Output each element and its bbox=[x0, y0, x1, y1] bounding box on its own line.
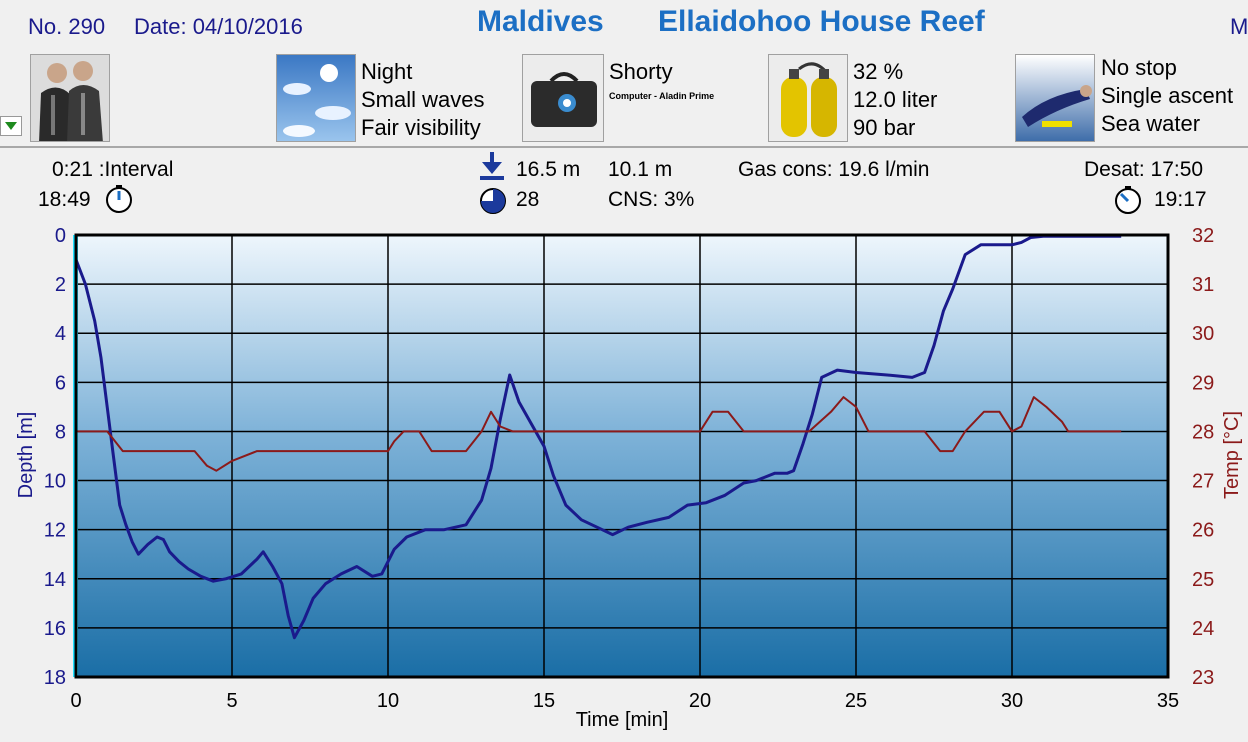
plot-area bbox=[76, 235, 1168, 677]
dive-type-ascent: Single ascent bbox=[1101, 83, 1234, 108]
cns-value: CNS: 3% bbox=[608, 188, 695, 211]
suit-type: Shorty bbox=[609, 59, 673, 84]
x-tick-label: 10 bbox=[377, 690, 399, 712]
y2-tick-label: 24 bbox=[1192, 618, 1214, 640]
desaturation-time: Desat: 17:50 bbox=[1084, 158, 1204, 181]
tank-oxygen: 32 % bbox=[853, 59, 904, 84]
depth-line bbox=[74, 234, 1122, 640]
max-depth: 16.5 m bbox=[516, 158, 581, 181]
time-axis-ticks: 0 5 10 15 20 25 30 35 bbox=[70, 690, 1179, 712]
data-series bbox=[74, 234, 1122, 640]
y-tick-label: 8 bbox=[55, 421, 66, 443]
dive-country: Maldives bbox=[477, 5, 604, 38]
dive-type-water: Sea water bbox=[1101, 111, 1201, 136]
header-overflow-text: M bbox=[1230, 14, 1248, 39]
clock-icon bbox=[106, 185, 132, 213]
dive-type-stop: No stop bbox=[1101, 55, 1177, 80]
y2-tick-label: 32 bbox=[1192, 225, 1214, 247]
plot-border bbox=[74, 233, 1170, 679]
x-tick-label: 0 bbox=[70, 690, 81, 712]
y2-tick-label: 27 bbox=[1192, 471, 1214, 493]
x-tick-label: 25 bbox=[845, 690, 867, 712]
condition-visibility: Fair visibility bbox=[361, 115, 481, 140]
dive-site: Ellaidohoo House Reef bbox=[658, 5, 985, 38]
y-tick-label: 0 bbox=[55, 225, 66, 247]
dive-number: No. 290 bbox=[28, 14, 106, 39]
temperature-line bbox=[76, 396, 1122, 472]
y2-tick-label: 31 bbox=[1192, 274, 1214, 296]
start-time: 18:49 bbox=[38, 188, 91, 211]
x-tick-label: 35 bbox=[1157, 690, 1179, 712]
y-tick-label: 6 bbox=[55, 372, 66, 394]
y-tick-label: 18 bbox=[44, 667, 66, 689]
separator-line bbox=[0, 146, 1248, 148]
x-tick-label: 20 bbox=[689, 690, 711, 712]
y2-axis-label: Temp [°C] bbox=[1221, 411, 1243, 499]
x-tick-label: 30 bbox=[1001, 690, 1023, 712]
y-tick-label: 2 bbox=[55, 274, 66, 296]
y-tick-label: 10 bbox=[44, 471, 66, 493]
dive-duration: 28 bbox=[516, 188, 540, 211]
divers-avatar-icon[interactable] bbox=[30, 54, 110, 142]
y-tick-label: 16 bbox=[44, 618, 66, 640]
avg-depth: 10.1 m bbox=[608, 158, 673, 181]
y-tick-label: 14 bbox=[44, 569, 66, 591]
max-depth-icon bbox=[480, 152, 504, 180]
duration-icon bbox=[480, 188, 506, 214]
tank-pressure: 90 bar bbox=[853, 115, 916, 140]
dive-date: Date: 04/10/2016 bbox=[134, 14, 303, 39]
x-tick-label: 5 bbox=[226, 690, 237, 712]
y2-tick-label: 26 bbox=[1192, 520, 1214, 542]
tank-icon[interactable] bbox=[768, 54, 848, 142]
y-tick-label: 12 bbox=[44, 520, 66, 542]
weather-icon[interactable] bbox=[276, 54, 356, 142]
x-axis-label: Time [min] bbox=[576, 709, 669, 731]
y2-tick-label: 25 bbox=[1192, 569, 1214, 591]
end-time: 19:17 bbox=[1154, 188, 1207, 211]
condition-time: Night bbox=[361, 59, 413, 84]
y-tick-label: 4 bbox=[55, 323, 66, 345]
gas-consumption: Gas cons: 19.6 l/min bbox=[738, 158, 930, 181]
bag-icon[interactable] bbox=[522, 54, 604, 142]
depth-axis-ticks: 0 2 4 6 8 10 12 14 16 18 bbox=[44, 225, 66, 689]
y-axis-label: Depth [m] bbox=[15, 412, 37, 499]
y2-tick-label: 23 bbox=[1192, 667, 1214, 689]
tank-volume: 12.0 liter bbox=[853, 87, 938, 112]
diver-icon[interactable] bbox=[1015, 54, 1095, 142]
dropdown-arrow-icon[interactable] bbox=[0, 116, 22, 136]
condition-waves: Small waves bbox=[361, 87, 485, 112]
end-clock-icon bbox=[1115, 186, 1141, 214]
computer-name: Computer - Aladin Prime bbox=[609, 91, 715, 101]
y2-tick-label: 30 bbox=[1192, 323, 1214, 345]
y2-tick-label: 28 bbox=[1192, 421, 1214, 443]
x-tick-label: 15 bbox=[533, 690, 555, 712]
y2-tick-label: 29 bbox=[1192, 372, 1214, 394]
surface-interval: 0:21 :Interval bbox=[52, 158, 174, 181]
temp-axis-ticks: 32 31 30 29 28 27 26 25 24 23 bbox=[1192, 225, 1214, 689]
